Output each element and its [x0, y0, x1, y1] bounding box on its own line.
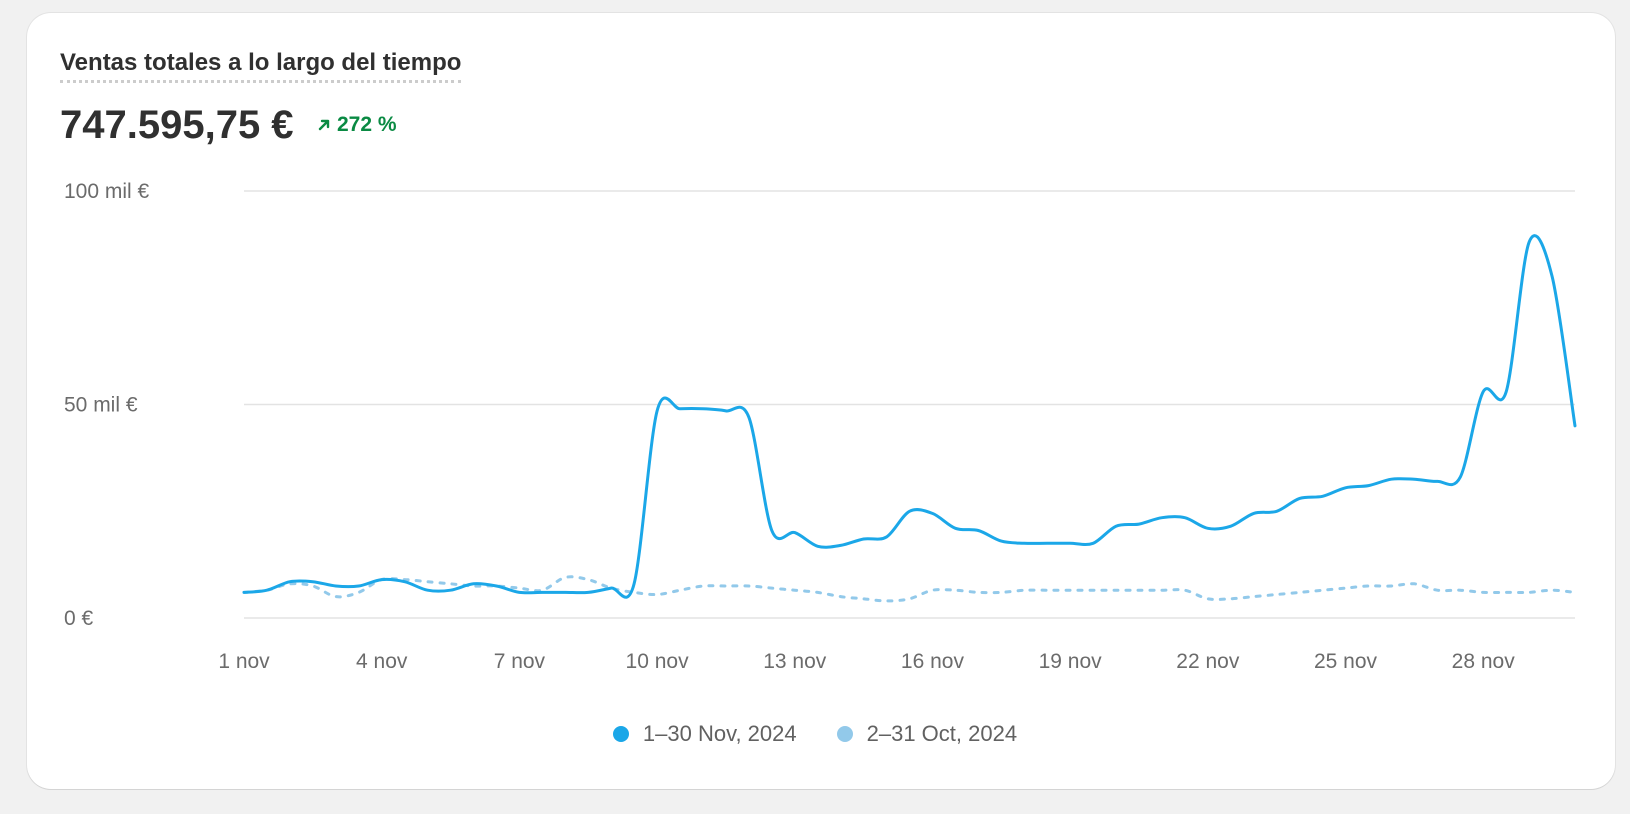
x-axis-ticks: 1 nov 4 nov 7 nov 10 nov 13 nov 16 nov 19 nov 2… — [218, 650, 1515, 673]
x-tick-label: 10 nov — [626, 650, 690, 673]
x-tick-label: 16 nov — [901, 650, 965, 673]
legend-item-previous[interactable]: 2–31 Oct, 2024 — [836, 718, 1018, 750]
x-tick-label: 22 nov — [1176, 650, 1240, 673]
x-tick-label: 25 nov — [1314, 650, 1378, 673]
y-tick-label: 50 mil € — [64, 394, 138, 417]
legend-item-current[interactable]: 1–30 Nov, 2024 — [612, 718, 797, 750]
grid-lines — [244, 190, 1575, 619]
series-line-current — [242, 234, 1577, 599]
y-tick-label: 100 mil € — [64, 180, 150, 203]
x-tick-label: 13 nov — [763, 650, 827, 673]
card-title[interactable]: Ventas totales a lo largo del tiempo — [60, 48, 462, 83]
legend-label: 1–30 Nov, 2024 — [642, 721, 797, 746]
y-tick-label: 0 € — [64, 607, 94, 630]
sales-over-time-card — [27, 13, 1615, 789]
x-tick-label: 28 nov — [1452, 650, 1516, 673]
y-axis-ticks: 0 € 50 mil € 100 mil € — [64, 180, 150, 630]
total-sales-value: 747.595,75 € — [60, 103, 294, 147]
series-line-previous — [242, 575, 1577, 603]
legend-label: 2–31 Oct, 2024 — [866, 721, 1018, 746]
series-lines — [242, 234, 1577, 603]
legend-dot-icon — [836, 726, 853, 742]
chart-legend: 1–30 Nov, 2024 2–31 Oct, 2024 — [0, 718, 1630, 750]
arrow-up-right-icon — [318, 119, 330, 131]
x-tick-label: 1 nov — [218, 650, 270, 673]
x-tick-label: 4 nov — [356, 650, 408, 673]
change-percent: 272 % — [337, 113, 397, 136]
legend-dot-icon — [612, 726, 629, 742]
x-tick-label: 19 nov — [1039, 650, 1103, 673]
change-badge: 272 % — [317, 111, 397, 139]
x-tick-label: 7 nov — [494, 650, 546, 673]
